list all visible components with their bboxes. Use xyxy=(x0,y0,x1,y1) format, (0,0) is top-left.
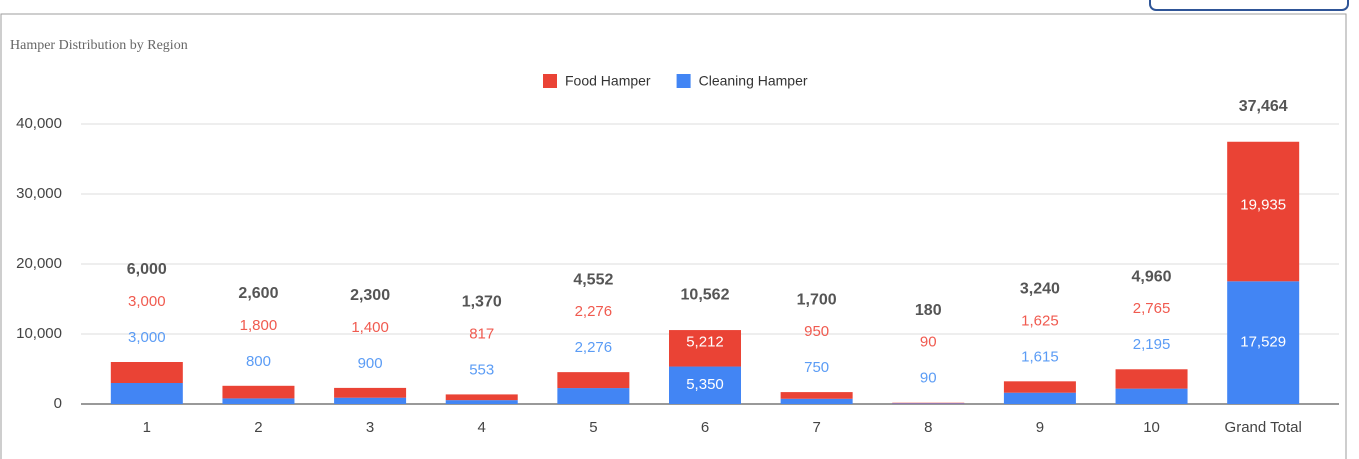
bar-segment xyxy=(334,397,407,404)
y-tick-label: 30,000 xyxy=(16,185,62,202)
value-label: 3,000 xyxy=(128,293,166,310)
value-label: 900 xyxy=(358,355,383,372)
overlay-box xyxy=(1149,0,1349,11)
bar-segment xyxy=(1115,369,1188,389)
total-label: 37,464 xyxy=(1239,98,1288,115)
bar-segment xyxy=(110,383,183,404)
value-label: 5,350 xyxy=(686,376,724,393)
total-label: 2,300 xyxy=(350,287,390,304)
bar-segment xyxy=(1115,388,1188,404)
value-label: 950 xyxy=(804,323,829,340)
bar-segment xyxy=(669,330,741,367)
value-label: 17,529 xyxy=(1240,334,1286,351)
x-tick-label: 2 xyxy=(254,419,262,436)
bar-segment xyxy=(780,398,853,404)
x-tick-label: 5 xyxy=(589,419,597,436)
y-tick-label: 0 xyxy=(54,395,62,412)
value-label: 1,400 xyxy=(351,319,389,336)
value-label: 5,212 xyxy=(686,333,724,350)
total-label: 6,000 xyxy=(127,261,167,278)
legend-swatch xyxy=(676,74,691,88)
total-label: 3,240 xyxy=(1020,281,1060,298)
y-tick-label: 20,000 xyxy=(16,255,62,272)
total-label: 4,960 xyxy=(1132,268,1172,285)
value-label: 19,935 xyxy=(1240,196,1286,213)
bar-segment xyxy=(1227,281,1300,404)
x-tick-label: Grand Total xyxy=(1225,419,1302,436)
x-tick-label: 9 xyxy=(1036,419,1044,436)
bar-segment xyxy=(445,400,518,404)
value-label: 2,765 xyxy=(1133,300,1171,317)
legend-label: Cleaning Hamper xyxy=(699,73,808,89)
x-tick-label: 3 xyxy=(366,419,374,436)
total-label: 1,370 xyxy=(462,294,502,311)
bar-segment xyxy=(892,402,965,404)
bar-segment xyxy=(445,394,518,401)
x-tick-label: 7 xyxy=(812,419,820,436)
value-label: 553 xyxy=(469,361,494,378)
value-label: 2,276 xyxy=(575,339,613,356)
chart-title: Hamper Distribution by Region xyxy=(10,38,188,53)
value-label: 1,625 xyxy=(1021,312,1059,329)
x-tick-label: 1 xyxy=(143,419,151,436)
value-label: 817 xyxy=(469,325,494,342)
value-label: 90 xyxy=(920,370,937,387)
value-label: 1,615 xyxy=(1021,348,1059,365)
value-label: 800 xyxy=(246,353,271,370)
bar-segment xyxy=(1003,381,1076,393)
bar-segment xyxy=(780,392,853,399)
y-tick-label: 10,000 xyxy=(16,325,62,342)
x-tick-label: 8 xyxy=(924,419,932,436)
legend-label: Food Hamper xyxy=(565,73,651,89)
value-label: 1,800 xyxy=(240,317,278,334)
bar-segment xyxy=(222,385,295,399)
bar-segment xyxy=(110,362,183,383)
total-label: 2,600 xyxy=(238,285,278,302)
bar-segment xyxy=(222,398,295,404)
total-label: 4,552 xyxy=(573,271,613,288)
x-tick-label: 4 xyxy=(478,419,486,436)
bar-segment xyxy=(557,372,630,389)
value-label: 2,195 xyxy=(1133,336,1171,353)
total-label: 10,562 xyxy=(681,286,730,303)
bar-segment xyxy=(334,387,407,398)
value-label: 750 xyxy=(804,359,829,376)
bar-segment xyxy=(1227,141,1300,282)
legend-swatch xyxy=(543,74,557,88)
x-tick-label: 10 xyxy=(1143,419,1160,436)
bar-segment xyxy=(892,403,965,404)
value-label: 2,276 xyxy=(575,303,613,320)
value-label: 90 xyxy=(920,334,937,351)
y-tick-label: 40,000 xyxy=(16,115,62,132)
bar-segment xyxy=(669,366,741,404)
total-label: 180 xyxy=(915,302,942,319)
bar-segment xyxy=(557,388,630,404)
value-label: 3,000 xyxy=(128,329,166,346)
x-tick-label: 6 xyxy=(701,419,709,436)
bar-segment xyxy=(1003,392,1076,404)
total-label: 1,700 xyxy=(797,291,837,308)
